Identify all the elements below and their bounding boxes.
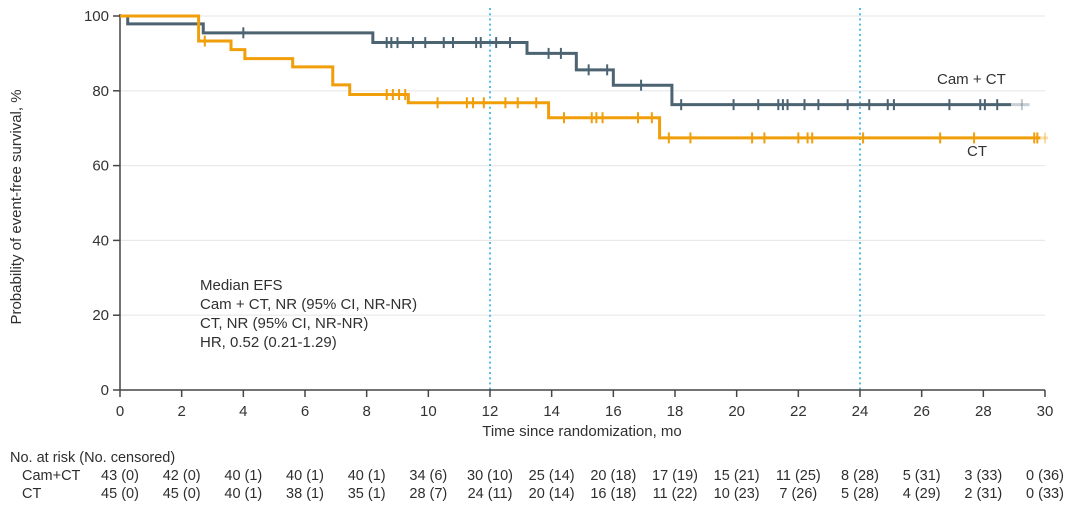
x-axis-title: Time since randomization, mo	[482, 423, 682, 440]
risk-value: 38 (1)	[286, 486, 324, 502]
risk-value: 28 (7)	[409, 486, 448, 502]
x-tick-label: 24	[852, 403, 869, 420]
annotation-line-hr: HR, 0.52 (0.21-1.29)	[200, 334, 337, 351]
survival-curve-ct	[120, 14, 1041, 140]
x-tick-label: 10	[420, 403, 437, 420]
risk-value: 45 (0)	[101, 486, 139, 502]
median-efs-annotation: Median EFS Cam + CT, NR (95% CI, NR-NR) …	[200, 276, 417, 352]
risk-row-label-cam-ct: Cam+CT	[22, 468, 81, 484]
x-tick-label: 16	[605, 403, 622, 420]
risk-value: 11 (22)	[652, 486, 698, 502]
x-tick-label: 30	[1037, 403, 1054, 420]
risk-value: 0 (33)	[1026, 486, 1064, 502]
risk-value: 16 (18)	[590, 486, 637, 502]
risk-value: 15 (21)	[713, 468, 760, 484]
x-tick-label: 2	[177, 403, 185, 420]
risk-value: 20 (18)	[590, 468, 637, 484]
y-tick-label: 100	[84, 8, 109, 25]
x-tick-label: 26	[913, 403, 930, 420]
y-tick-label: 60	[92, 158, 109, 175]
x-tick-label: 22	[790, 403, 807, 420]
series-label-ct: CT	[967, 143, 987, 160]
risk-value: 24 (11)	[467, 486, 513, 502]
x-tick-label: 6	[301, 403, 309, 420]
risk-value: 2 (31)	[964, 486, 1003, 502]
x-tick-label: 0	[116, 403, 124, 420]
risk-value: 17 (19)	[652, 468, 698, 484]
annotation-line-median-efs: Median EFS	[200, 277, 283, 294]
risk-value: 8 (28)	[841, 468, 879, 484]
risk-value: 43 (0)	[101, 468, 139, 484]
risk-value: 25 (14)	[528, 468, 575, 484]
survival-curve-cam-ct	[120, 14, 1012, 107]
x-tick-label: 20	[728, 403, 745, 420]
risk-value: 3 (33)	[964, 468, 1003, 484]
risk-table-header: No. at risk (No. censored)	[10, 450, 176, 466]
series-label-cam-ct: Cam + CT	[937, 71, 1006, 88]
risk-value: 40 (1)	[286, 468, 324, 484]
risk-value: 40 (1)	[347, 468, 386, 484]
y-tick-label: 80	[92, 83, 109, 100]
risk-value: 40 (1)	[224, 486, 263, 502]
annotation-line-ct: CT, NR (95% CI, NR-NR)	[200, 315, 369, 332]
x-tick-label: 4	[239, 403, 247, 420]
x-tick-label: 28	[975, 403, 992, 420]
risk-value: 11 (25)	[775, 468, 821, 484]
risk-value: 5 (28)	[841, 486, 879, 502]
x-tick-label: 18	[667, 403, 684, 420]
risk-value: 0 (36)	[1026, 468, 1064, 484]
risk-value: 30 (10)	[467, 468, 513, 484]
x-tick-label: 14	[543, 403, 560, 420]
risk-value: 35 (1)	[347, 486, 386, 502]
y-tick-label: 0	[101, 382, 109, 399]
risk-value: 10 (23)	[713, 486, 760, 502]
annotation-line-camct: Cam + CT, NR (95% CI, NR-NR)	[200, 296, 418, 313]
risk-value: 5 (31)	[902, 468, 941, 484]
y-tick-label: 20	[92, 307, 109, 324]
y-tick-label: 40	[92, 232, 109, 249]
risk-value: 45 (0)	[162, 486, 201, 502]
x-tick-label: 12	[482, 403, 499, 420]
risk-row-label-ct: CT	[22, 486, 42, 502]
x-tick-label: 8	[362, 403, 370, 420]
y-axis-title: Probability of event-free survival, %	[8, 89, 25, 325]
risk-value: 42 (0)	[162, 468, 201, 484]
risk-value: 40 (1)	[224, 468, 263, 484]
risk-value: 7 (26)	[779, 486, 818, 502]
risk-value: 20 (14)	[528, 486, 575, 502]
risk-value: 34 (6)	[409, 468, 448, 484]
risk-value: 4 (29)	[902, 486, 941, 502]
